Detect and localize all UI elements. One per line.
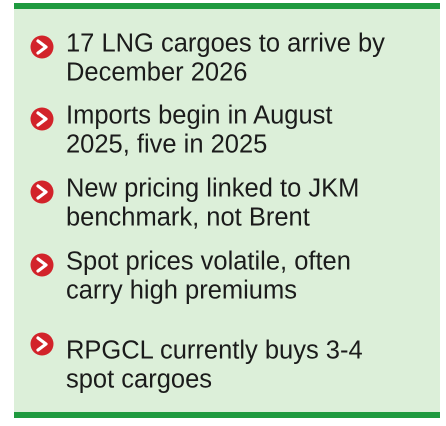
item-text: 17 LNG cargoes to arrive by <box>66 30 385 58</box>
item-text: RPGCL currently buys 3-4 <box>66 337 363 365</box>
bullet-chevron <box>36 111 48 127</box>
item-text: Spot prices volatile, often <box>66 248 351 276</box>
bullet-chevron <box>36 39 48 55</box>
bullet-icon <box>30 253 54 277</box>
box-background <box>14 3 440 417</box>
bullet-icon <box>30 332 54 356</box>
top-border <box>14 3 440 9</box>
bullet-chevron <box>36 257 48 273</box>
bullet-icon <box>30 180 54 204</box>
item-text: benchmark, not Brent <box>66 204 310 232</box>
item-text: Imports begin in August <box>66 102 333 130</box>
bullet-chevron <box>36 336 48 352</box>
bullet-icon <box>30 107 54 131</box>
bullet-chevron <box>36 184 48 200</box>
item-text: 2025, five in 2025 <box>66 131 267 159</box>
bottom-border <box>14 412 440 418</box>
item-text: December 2026 <box>66 59 247 87</box>
item-text: spot cargoes <box>66 366 212 394</box>
item-text: carry high premiums <box>66 277 297 305</box>
bullet-icon <box>30 35 54 59</box>
item-text: New pricing linked to JKM <box>66 175 359 203</box>
